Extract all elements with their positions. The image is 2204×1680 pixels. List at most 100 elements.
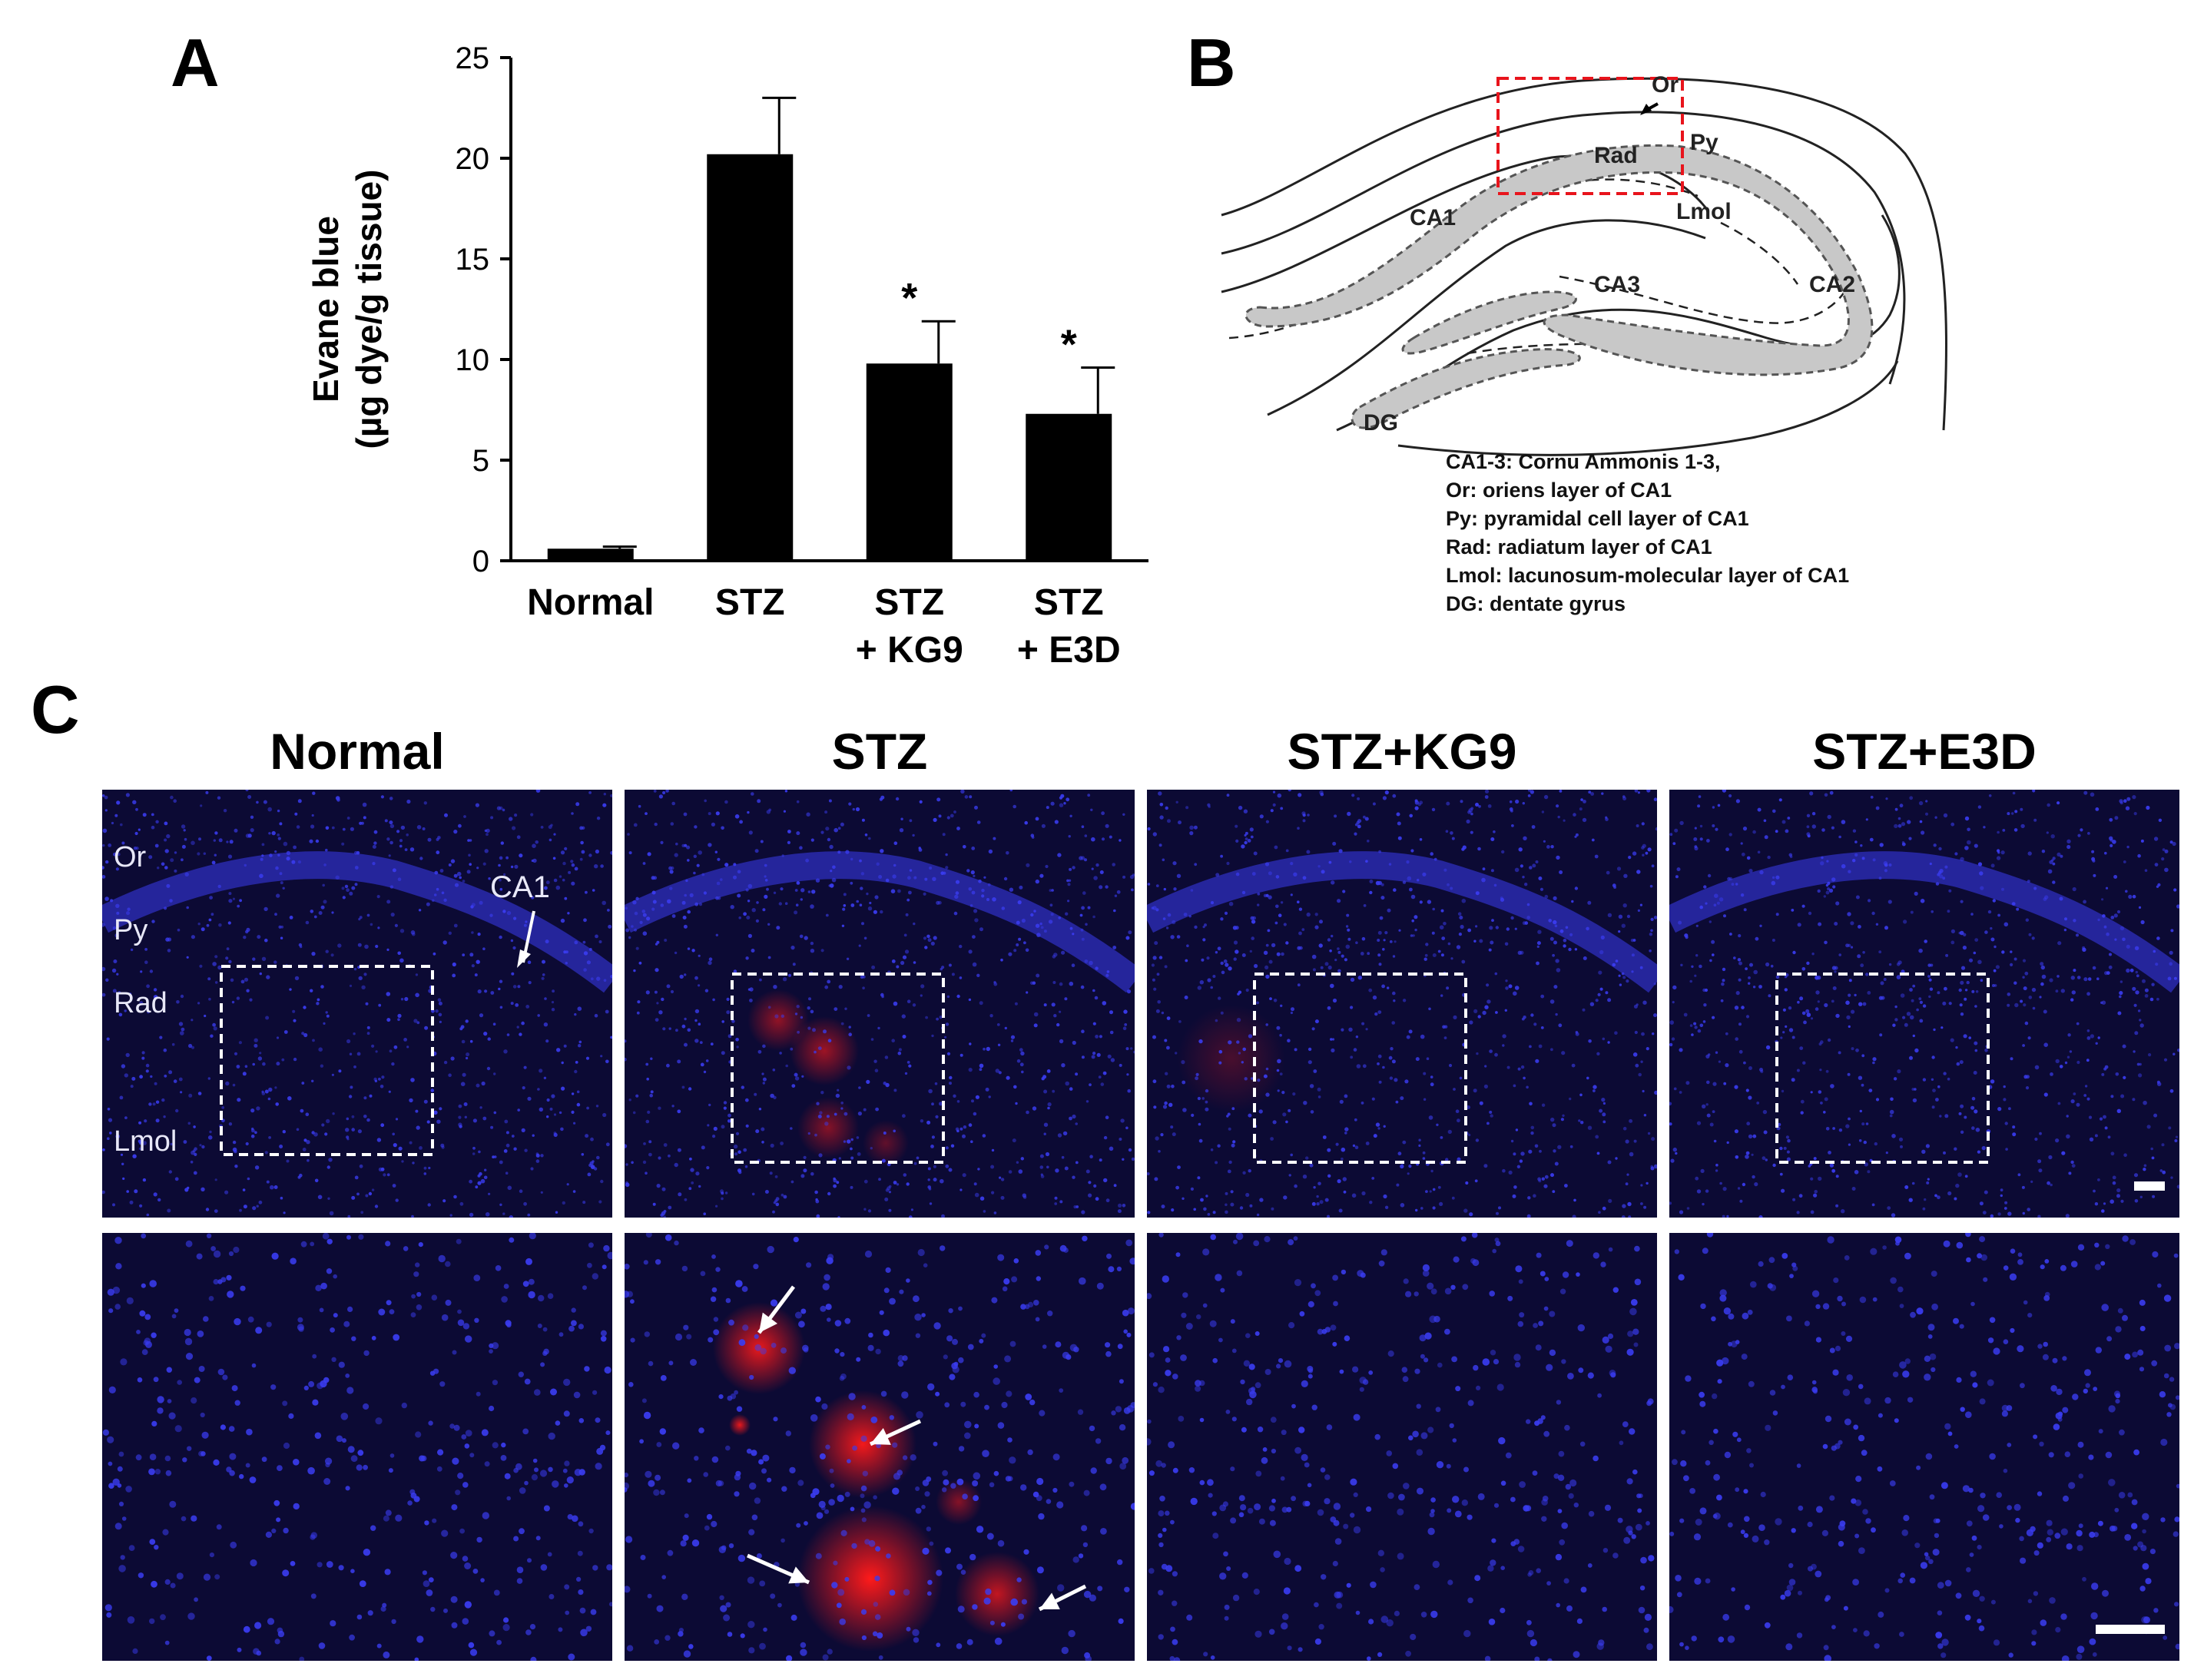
nucleus [2152,1195,2156,1198]
nucleus [1067,883,1071,886]
nucleus [1758,985,1762,989]
nucleus [1158,843,1162,847]
nucleus [1993,969,1997,973]
nucleus [914,1314,922,1321]
nucleus [1233,957,1237,961]
nucleus [464,1115,467,1118]
nucleus [1634,790,1639,793]
nucleus [1889,1114,1893,1118]
nucleus [1047,1311,1053,1317]
nucleus [500,841,504,845]
nucleus [1806,1012,1811,1017]
nucleus [462,953,466,956]
nucleus [945,853,948,857]
nucleus [1815,976,1819,980]
nucleus [170,1142,173,1146]
nucleus [724,863,729,867]
nucleus [439,1107,442,1111]
nucleus [2047,803,2050,807]
nucleus [596,1155,600,1160]
nucleus [504,1473,511,1480]
nucleus [2083,977,2088,982]
nucleus [2123,799,2127,803]
nucleus [1838,1051,1841,1055]
column-title-normal: Normal [270,723,445,780]
nucleus [511,1135,515,1138]
nucleus [749,987,754,992]
nucleus [892,1487,900,1495]
nucleus [170,795,174,800]
nucleus [2137,853,2141,858]
nucleus [803,1168,807,1173]
nucleus [1912,1098,1917,1103]
nucleus [1205,1107,1209,1112]
nucleus [1042,1075,1047,1079]
x-category-label: + KG9 [856,630,963,671]
nucleus [1254,963,1258,969]
x-category-label: + E3D [1017,630,1121,671]
nucleus [1043,929,1047,933]
nucleus [1740,1529,1745,1535]
nucleus [600,1055,603,1058]
nucleus [139,1310,146,1317]
nucleus [2065,1214,2070,1218]
nucleus [762,1077,767,1082]
nucleus [1872,858,1876,862]
nucleus [1265,1023,1268,1026]
nucleus [2151,1156,2155,1160]
nucleus [1643,1627,1649,1633]
nucleus [1009,887,1014,892]
nucleus [1697,804,1701,808]
nucleus [336,798,340,802]
nucleus [250,828,254,833]
nucleus [346,1135,350,1139]
nucleus [1099,885,1103,890]
nucleus [596,817,601,820]
nucleus [406,833,409,837]
nucleus [1125,1047,1129,1051]
nucleus [717,857,721,861]
nucleus [946,816,950,820]
nucleus [807,1006,810,1010]
nucleus [1631,953,1635,957]
nucleus [436,850,440,855]
nucleus [2114,938,2117,941]
nucleus [1063,1248,1069,1253]
nucleus [960,1401,966,1407]
nucleus [1884,926,1888,930]
nucleus [1051,1002,1056,1007]
nucleus [935,1391,940,1397]
nucleus [1129,874,1135,880]
nucleus [652,1202,656,1206]
nucleus [1175,1052,1178,1055]
nucleus [164,849,169,853]
nucleus [2108,965,2113,969]
nucleus [691,1539,700,1547]
nucleus [668,1360,674,1366]
nucleus [546,1115,549,1118]
nucleus [735,1132,740,1135]
nucleus [817,1115,822,1118]
nucleus [1820,1040,1824,1044]
nucleus [102,866,104,870]
nucleus [386,1300,392,1306]
nucleus [562,861,566,866]
nucleus [1669,1201,1672,1205]
nucleus [529,1233,536,1240]
nucleus [1267,929,1271,933]
nucleus [502,910,506,913]
nucleus [687,859,690,862]
nucleus [1008,1170,1013,1174]
nucleus [2057,975,2060,978]
nucleus [1013,804,1016,809]
nucleus [1792,1198,1796,1201]
nucleus [383,1173,386,1177]
nucleus [1351,794,1355,797]
nucleus [1372,802,1376,806]
nucleus [1513,991,1517,996]
nucleus [974,918,979,923]
nucleus [1010,1039,1014,1042]
nucleus [1398,929,1401,932]
nucleus [1265,974,1270,979]
